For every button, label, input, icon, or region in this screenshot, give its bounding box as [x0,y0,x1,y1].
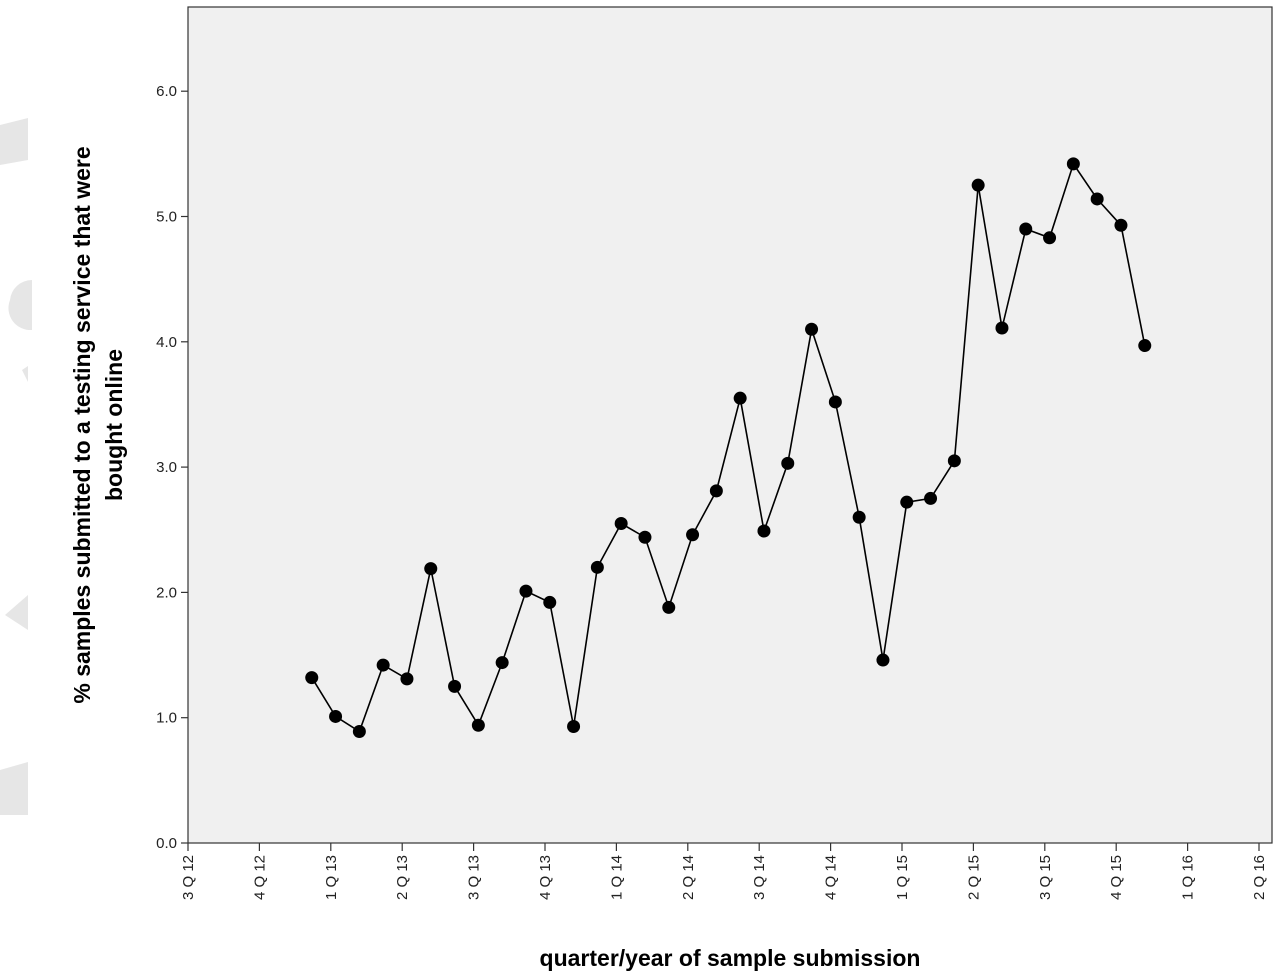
data-point [686,528,700,542]
x-tick-label: 2 Q 13 [394,855,411,900]
x-tick-label: 4 Q 13 [537,855,554,900]
y-axis-title-group: % samples submitted to a testing service… [69,146,127,703]
data-point [590,560,604,574]
data-point [471,718,485,732]
x-tick-label: 4 Q 12 [251,855,268,900]
plot-area [187,6,1273,844]
data-point [709,484,723,498]
data-point [519,584,533,598]
data-point [1019,222,1033,236]
series-layer [305,157,1152,738]
data-point [876,653,890,667]
data-point [424,562,438,576]
y-tick-label: 6.0 [156,83,177,100]
data-point [352,724,366,738]
data-point [567,719,581,733]
x-tick-label: 2 Q 16 [1251,855,1268,900]
y-tick-label: 0.0 [156,835,177,852]
x-tick-label: 1 Q 15 [894,855,911,900]
data-point [1114,218,1128,232]
data-point [733,391,747,405]
y-tick-label: 5.0 [156,209,177,226]
data-point [543,595,557,609]
data-point [614,516,628,530]
x-tick-label: 1 Q 13 [323,855,340,900]
data-point [305,671,319,685]
x-tick-label: 4 Q 15 [1108,855,1125,900]
x-tick-label: 1 Q 16 [1180,855,1197,900]
x-tick-label: 3 Q 12 [180,855,197,900]
data-point [495,656,509,670]
series-line [311,162,1146,733]
data-point [924,491,938,505]
data-point [971,178,985,192]
y-tick-label: 4.0 [156,334,177,351]
data-point [1043,231,1057,245]
x-tick-label: 2 Q 15 [965,855,982,900]
x-axis: 3 Q 12 4 Q 12 1 Q 13 2 Q 13 3 Q 13 4 Q 13 1 Q … [180,843,1268,900]
data-point [947,454,961,468]
data-point [376,658,390,672]
data-point [757,524,771,538]
x-tick-label: 2 Q 14 [680,855,697,900]
data-point [852,510,866,524]
data-point [662,600,676,614]
data-point [1138,339,1152,353]
data-point [900,495,914,509]
y-axis: 0.0 1.0 2.0 3.0 4.0 5.0 6.0 [156,83,188,852]
data-point [828,395,842,409]
data-point [995,321,1009,335]
data-point [638,530,652,544]
data-point [1090,192,1104,206]
data-point [1066,157,1080,171]
x-tick-label: 3 Q 15 [1037,855,1054,900]
data-point [805,322,819,336]
data-point [448,679,462,693]
data-point [781,456,795,470]
y-tick-label: 3.0 [156,459,177,476]
data-point [400,672,414,686]
data-point [329,709,343,723]
x-tick-label: 3 Q 14 [751,855,768,900]
y-axis-title-line-2: bought online [101,349,127,501]
y-axis-title-line-1: % samples submitted to a testing service… [69,146,95,703]
y-tick-label: 2.0 [156,584,177,601]
y-tick-label: 1.0 [156,710,177,727]
x-tick-label: 4 Q 14 [823,855,840,900]
x-axis-title: quarter/year of sample submission [540,945,921,971]
x-tick-label: 1 Q 14 [608,855,625,900]
x-tick-label: 3 Q 13 [466,855,483,900]
